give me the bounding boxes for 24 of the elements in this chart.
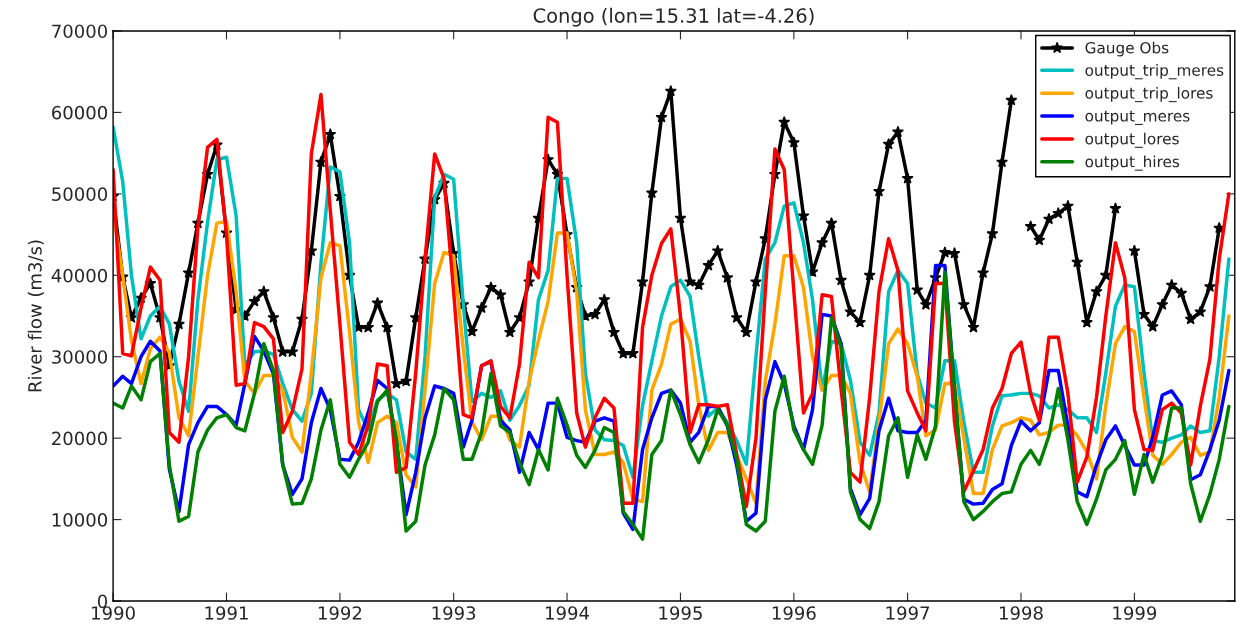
y-axis-title: River flow (m3/s) xyxy=(27,240,44,392)
legend-label: output_lores xyxy=(1085,132,1179,148)
legend-label: Gauge Obs xyxy=(1085,41,1169,57)
chart-title: Congo (lon=15.31 lat=-4.26) xyxy=(533,7,814,27)
x-tick-label: 1995 xyxy=(659,606,702,620)
x-tick-label: 1996 xyxy=(772,606,816,620)
x-tick-label: 1991 xyxy=(205,606,248,620)
x-tick-label: 1997 xyxy=(886,606,930,620)
y-tick-label: 50000 xyxy=(52,187,108,201)
y-tick-label: 20000 xyxy=(52,431,108,446)
y-tick-label: 30000 xyxy=(52,350,108,364)
legend-label: output_meres xyxy=(1085,110,1190,125)
x-tick-label: 1994 xyxy=(546,606,590,620)
y-tick-label: 60000 xyxy=(52,105,108,120)
y-tick-label: 70000 xyxy=(52,24,108,39)
y-tick-label: 40000 xyxy=(51,268,108,283)
x-tick-label: 1999 xyxy=(1113,606,1157,620)
x-tick-label: 1992 xyxy=(318,606,362,620)
x-tick-label: 1998 xyxy=(1000,606,1043,620)
x-tick-label: 1993 xyxy=(432,606,476,620)
y-tick-label: 10000 xyxy=(52,513,108,527)
legend-label: output_hires xyxy=(1085,155,1180,171)
legend-label: output_trip_lores xyxy=(1085,86,1213,103)
legend-label: output_trip_meres xyxy=(1085,64,1224,80)
